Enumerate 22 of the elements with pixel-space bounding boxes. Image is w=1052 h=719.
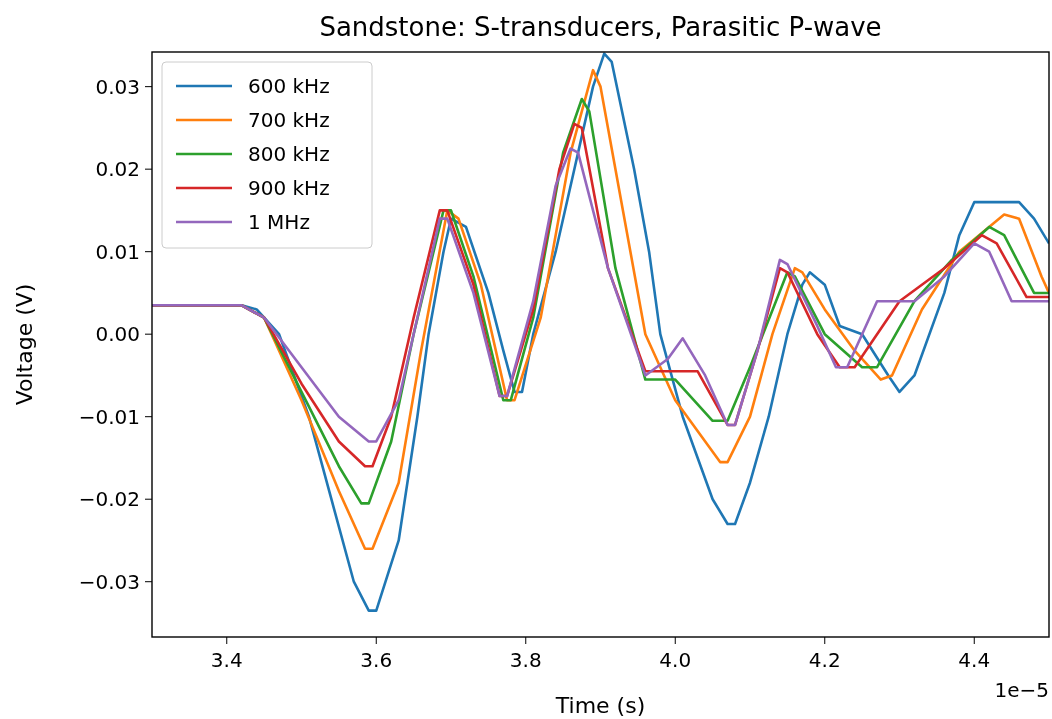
y-tick-label: −0.03: [78, 569, 140, 594]
y-tick-label: 0.00: [95, 322, 140, 347]
legend-label: 800 kHz: [248, 142, 330, 166]
chart-title: Sandstone: S-transducers, Parasitic P-wave: [319, 12, 882, 42]
y-tick-label: −0.02: [78, 487, 140, 512]
x-tick-label: 3.8: [509, 648, 542, 672]
y-tick-label: 0.01: [95, 239, 140, 264]
y-tick-label: 0.02: [95, 157, 140, 182]
text: 1e−5: [994, 678, 1049, 702]
legend-label: 900 kHz: [248, 176, 330, 200]
x-tick-label: 4.2: [808, 648, 841, 672]
x-tick-label: 4.4: [958, 648, 991, 672]
y-tick-label: 0.03: [95, 74, 140, 99]
x-axis-title: Time (s): [554, 693, 646, 718]
x-tick-label: 4.0: [659, 648, 692, 672]
legend-label: 1 MHz: [248, 210, 310, 234]
x-tick-label: 3.6: [360, 648, 393, 672]
y-tick-label: −0.01: [78, 404, 140, 429]
legend-label: 700 kHz: [248, 108, 330, 132]
y-axis-title: Voltage (V): [12, 283, 37, 406]
x-tick-label: 3.4: [210, 648, 243, 672]
legend-label: 600 kHz: [248, 74, 330, 98]
